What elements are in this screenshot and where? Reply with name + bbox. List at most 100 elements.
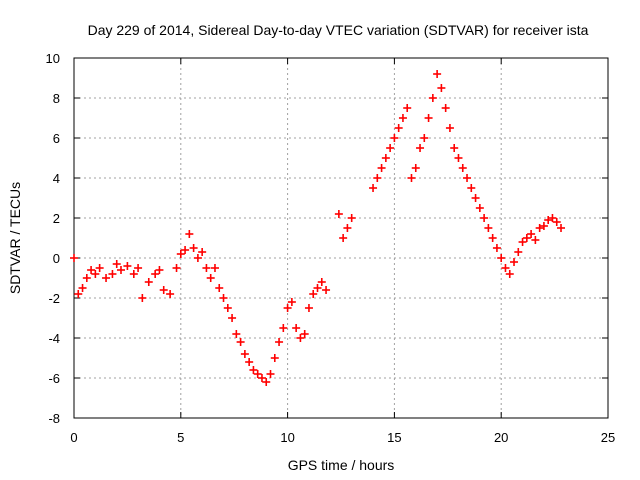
data-point (249, 366, 258, 374)
x-tick-label: 15 (387, 430, 401, 445)
data-point (102, 274, 111, 282)
data-point (78, 284, 87, 292)
data-point (424, 114, 433, 122)
y-tick-label: -2 (48, 291, 60, 306)
data-point (202, 264, 211, 272)
data-point (172, 264, 181, 272)
data-point (428, 94, 437, 102)
data-point (339, 234, 348, 242)
data-point (134, 264, 143, 272)
data-point (497, 254, 506, 262)
data-point (112, 260, 121, 268)
data-point (386, 144, 395, 152)
data-point (377, 164, 386, 172)
y-tick-label: 10 (46, 51, 60, 66)
x-tick-label: 10 (280, 430, 294, 445)
y-tick-label: 6 (53, 131, 60, 146)
data-point (514, 248, 523, 256)
data-point (240, 350, 249, 358)
data-point (232, 330, 241, 338)
data-point (548, 214, 557, 222)
data-point (501, 264, 510, 272)
data-point (381, 154, 390, 162)
data-point (181, 246, 190, 254)
data-point (407, 174, 416, 182)
x-axis-label: GPS time / hours (288, 457, 395, 473)
data-point (144, 278, 153, 286)
grid (74, 58, 608, 418)
data-point (471, 194, 480, 202)
data-point (91, 270, 100, 278)
y-tick-label: -4 (48, 331, 60, 346)
data-point (116, 266, 125, 274)
data-point (309, 290, 318, 298)
y-tick-label: 8 (53, 91, 60, 106)
x-tick-label: 0 (70, 430, 77, 445)
data-point (223, 304, 232, 312)
data-point (322, 286, 331, 294)
data-point (74, 290, 83, 298)
data-point (334, 210, 343, 218)
data-point (394, 124, 403, 132)
data-point (151, 270, 160, 278)
data-point (347, 214, 356, 222)
y-tick-label: 0 (53, 251, 60, 266)
y-tick-label: 2 (53, 211, 60, 226)
data-point (193, 254, 202, 262)
data-point (206, 274, 215, 282)
data-point (215, 284, 224, 292)
data-point (369, 184, 378, 192)
data-point (480, 214, 489, 222)
data-point (189, 244, 198, 252)
data-point (539, 222, 548, 230)
data-point (445, 124, 454, 132)
data-point (373, 174, 382, 182)
data-point (159, 286, 168, 294)
data-point (210, 264, 219, 272)
data-point (198, 248, 207, 256)
data-point (343, 224, 352, 232)
data-point (300, 330, 309, 338)
data-point (87, 266, 96, 274)
x-tick-label: 20 (494, 430, 508, 445)
plot-frame (73, 57, 609, 419)
axis-ticks: 0 5 10 15 20 25 -8 -6 -4 -2 0 2 4 6 8 10 (46, 51, 616, 445)
data-point (266, 370, 275, 378)
data-point (253, 370, 262, 378)
data-point (317, 278, 326, 286)
data-point (411, 164, 420, 172)
data-point (454, 154, 463, 162)
data-point (557, 224, 566, 232)
data-point (492, 244, 501, 252)
data-point (433, 70, 442, 78)
data-point (236, 338, 245, 346)
data-point (129, 270, 138, 278)
data-point (95, 264, 104, 272)
data-point (441, 104, 450, 112)
data-point (275, 338, 284, 346)
data-point (82, 274, 91, 282)
data-point (219, 294, 228, 302)
y-tick-label: 4 (53, 171, 60, 186)
data-point (108, 270, 117, 278)
data-point (416, 144, 425, 152)
data-point (279, 324, 288, 332)
y-tick-label: -8 (48, 411, 60, 426)
data-point (450, 144, 459, 152)
data-point (398, 114, 407, 122)
data-point (270, 354, 279, 362)
data-point (262, 378, 271, 386)
data-point (292, 324, 301, 332)
chart-title: Day 229 of 2014, Sidereal Day-to-day VTE… (88, 22, 589, 38)
data-point (403, 104, 412, 112)
data-point (420, 134, 429, 142)
x-tick-label: 25 (601, 430, 615, 445)
y-axis-label: SDTVAR / TECUs (7, 182, 23, 294)
data-point (522, 234, 531, 242)
data-point (166, 290, 175, 298)
data-point (488, 234, 497, 242)
data-point (138, 294, 147, 302)
data-point (531, 236, 540, 244)
data-point (463, 174, 472, 182)
